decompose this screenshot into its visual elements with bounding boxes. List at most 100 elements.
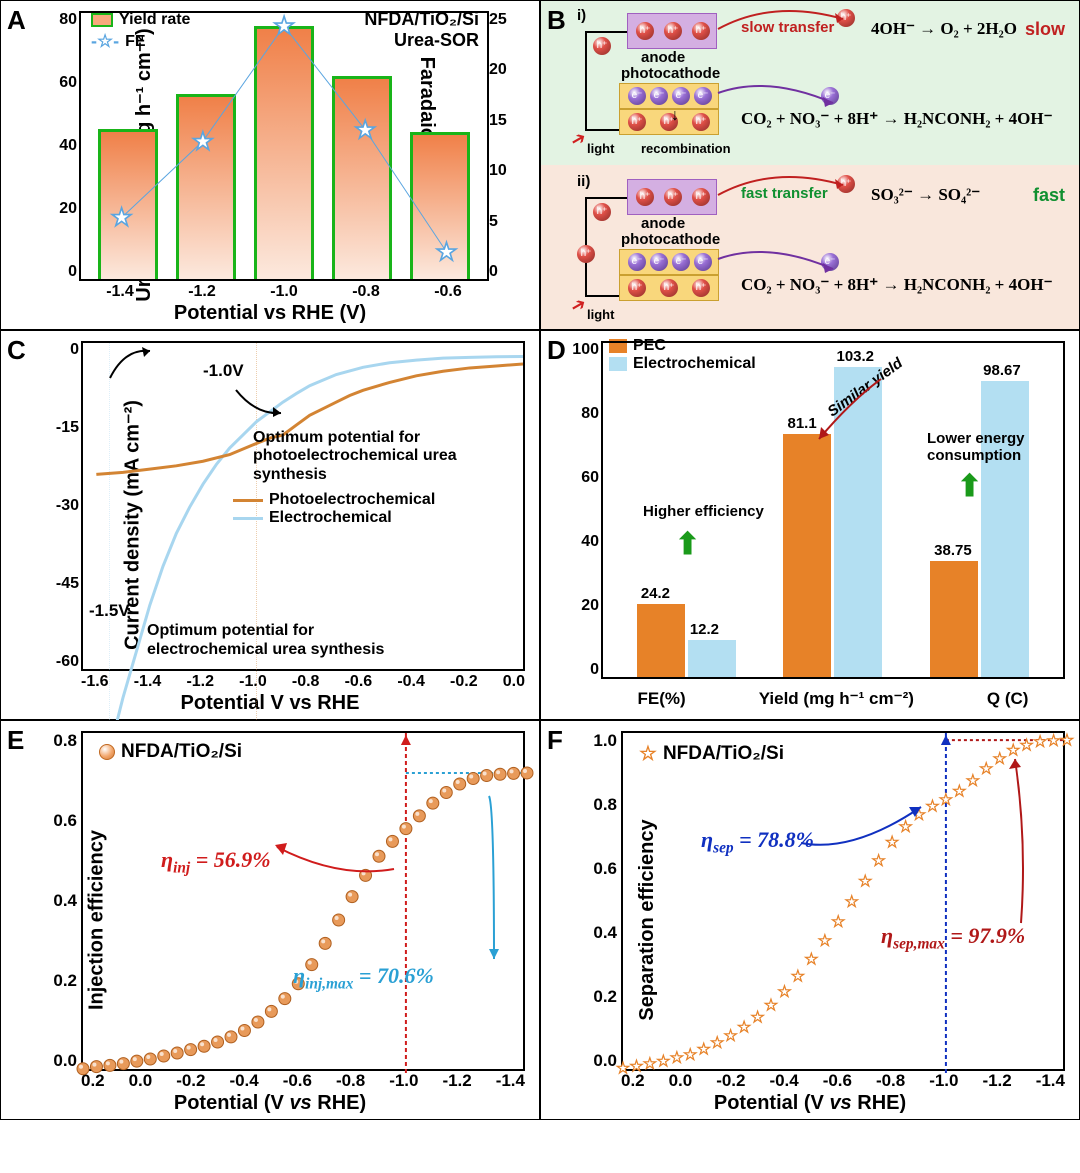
c-line-pec-icon [233, 499, 263, 502]
panel-c: C Current density (mA cm⁻²) Potential V … [0, 330, 540, 720]
b-arrow-urea-ii [713, 247, 843, 281]
e-xticks: 0.20.0-0.2-0.4-0.6-0.8-1.0-1.2-1.4 [81, 1071, 525, 1091]
a-xlabel: Potential vs RHE (V) [174, 302, 366, 325]
svg-text:★: ★ [737, 1019, 750, 1036]
panel-label-f: F [547, 725, 563, 756]
c-note1: Optimum potential forphotoelectrochemica… [253, 429, 523, 484]
d-bar-pec [930, 561, 978, 677]
panel-label-b: B [547, 5, 566, 36]
d-bar-ec [688, 640, 736, 677]
svg-text:★: ★ [778, 983, 791, 1000]
f-xlabel: Potential (V vs RHE) [714, 1092, 906, 1115]
b-wire-ii-h2 [585, 295, 619, 297]
b-cathode-ii-h: h⁺ h⁺ h⁺ [619, 275, 719, 301]
b-recomb-arrow: ↓ [671, 107, 679, 125]
svg-text:★: ★ [670, 1050, 683, 1067]
svg-text:★: ★ [953, 783, 966, 800]
e-yticks: 0.80.60.40.20.0 [49, 731, 77, 1071]
e-eta-inj: ηinj = 56.9% [161, 847, 271, 877]
f-plot-area: ☆NFDA/TiO₂/Si ★★★★★★★★★★★★★★★★★★★★★★★★★★… [621, 731, 1065, 1071]
d-arrow-up-1: ⬆ [675, 527, 700, 562]
svg-text:★: ★ [697, 1041, 710, 1058]
b-cathode-i: e⁻ e⁻ e⁻ e⁻ [619, 83, 719, 109]
f-red-arrow [979, 751, 1039, 931]
panel-e: E Injection efficiency Potential (V vs R… [0, 720, 540, 1120]
b-photo-label-i: photocathode [621, 65, 720, 82]
b-i-label: i) [577, 7, 586, 24]
bar [254, 26, 314, 279]
svg-text:★: ★ [791, 968, 804, 985]
panel-label-d: D [547, 335, 566, 366]
c-plot-area: -1.0V Optimum potential forphotoelectroc… [81, 341, 525, 671]
bar [98, 129, 158, 279]
svg-text:★: ★ [858, 873, 871, 890]
svg-text:★: ★ [684, 1046, 697, 1063]
b-anode-i: h⁺ h⁺ h⁺ [627, 13, 717, 49]
a-y2ticks: 2520151050 [489, 11, 513, 281]
svg-text:★: ★ [845, 893, 858, 910]
b-cathode-ii: e⁻ e⁻ e⁻ e⁻ [619, 249, 719, 275]
b-anode-label-ii: anode [641, 215, 685, 232]
panel-d: D 100806040200 FE(%)Yield (mg h⁻¹ cm⁻²)Q… [540, 330, 1080, 720]
panel-a: A Urea yield rate (mg h⁻¹ cm⁻²) Faradaic… [0, 0, 540, 330]
b-anode-ii: h⁺ h⁺ h⁺ [627, 179, 717, 215]
e-plot-area: NFDA/TiO₂/Si ηinj = 56.9% ηinj,max = 70.… [81, 731, 525, 1071]
b-cathode-i-h: h⁺ h⁺ h⁺ [619, 109, 719, 135]
e-eta-max: ηinj,max = 70.6% [293, 963, 434, 993]
panel-b: B i) h⁺ h⁺ h⁺ anode photocathode e⁻ e⁻ e… [540, 0, 1080, 330]
b-light-i: light [587, 141, 614, 156]
svg-text:★: ★ [966, 773, 979, 790]
b-fast: fast [1033, 185, 1065, 206]
b-ii-label: ii) [577, 173, 590, 190]
b-arrow-slow [713, 7, 853, 37]
panel-label-c: C [7, 335, 26, 366]
b-photo-label-ii: photocathode [621, 231, 720, 248]
svg-text:★: ★ [657, 1053, 670, 1070]
b-anode-label-i: anode [641, 49, 685, 66]
svg-text:★: ★ [630, 1058, 643, 1075]
panel-label-e: E [7, 725, 24, 756]
figure-grid: A Urea yield rate (mg h⁻¹ cm⁻²) Faradaic… [0, 0, 1080, 1120]
svg-text:★: ★ [939, 791, 952, 808]
b-wire-ii-h1 [585, 197, 627, 199]
svg-text:★: ★ [710, 1034, 723, 1051]
b-light-ii: light [587, 307, 614, 322]
a-yticks: 806040200 [53, 11, 77, 281]
c-line-ec-icon [233, 517, 263, 520]
e-cyan-arrow [419, 791, 499, 971]
c-v1: -1.0V [203, 361, 244, 381]
svg-text:★: ★ [872, 853, 885, 870]
b-eq-oer: 4OH⁻ → O₂ + 2H₂O [871, 19, 1017, 39]
panel-f: F Separation efficiency Potential (V vs … [540, 720, 1080, 1120]
b-hole-wire-i: h⁺ [593, 37, 611, 55]
e-xlabel: Potential (V vs RHE) [174, 1092, 366, 1115]
c-v2: -1.5V [89, 601, 130, 621]
c-arrow2 [105, 343, 155, 383]
a-plot-area: ★★★★★ [79, 11, 489, 281]
d-bar-pec [783, 434, 831, 677]
svg-text:★: ★ [1060, 732, 1073, 749]
svg-text:★: ★ [805, 951, 818, 968]
svg-text:★: ★ [751, 1009, 764, 1026]
d-higher-eff: Higher efficiency [643, 503, 764, 520]
f-yticks: 1.00.80.60.40.20.0 [589, 731, 617, 1071]
f-xticks: 0.20.0-0.2-0.4-0.6-0.8-1.0-1.2-1.4 [621, 1071, 1065, 1091]
b-wire-i-h1 [585, 31, 627, 33]
svg-text:★: ★ [616, 1060, 629, 1077]
d-arrow-up-2: ⬆ [957, 469, 982, 504]
svg-text:★: ★ [764, 997, 777, 1014]
svg-text:★: ★ [1033, 734, 1046, 751]
b-arrow-urea-i [713, 81, 843, 115]
e-red-arrow [269, 829, 399, 879]
b-wire-i-h2 [585, 129, 619, 131]
b-slow: slow [1025, 19, 1065, 40]
panel-label-a: A [7, 5, 26, 36]
d-lower: Lower energyconsumption [927, 431, 1025, 464]
svg-text:★: ★ [643, 1055, 656, 1072]
b-hole-wire-ii: h⁺ [593, 203, 611, 221]
c-leg-pec: Photoelectrochemical [269, 491, 435, 509]
b-recomb: recombination [641, 141, 731, 156]
d-bar-pec [637, 604, 685, 677]
svg-text:★: ★ [818, 932, 831, 949]
c-yticks: 0-15-30-45-60 [49, 341, 79, 671]
